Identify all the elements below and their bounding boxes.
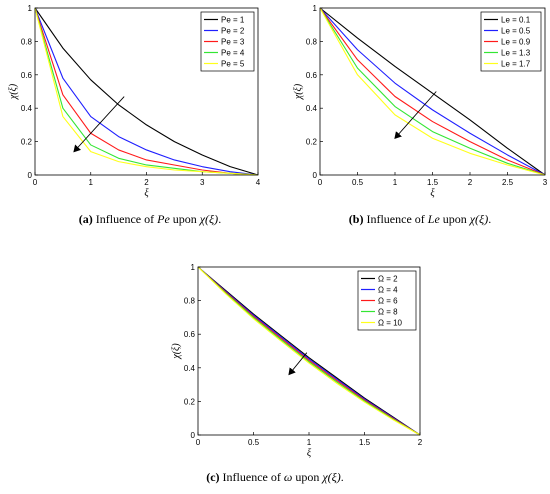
legend: Le = 0.1 Le = 0.5 Le = 0.9 Le = 1.3 Le = 1.7: [480, 11, 542, 72]
series-line-1: [34, 7, 259, 176]
y-tick-label: 0.6: [306, 71, 318, 80]
x-tick-label: 1.5: [359, 438, 371, 447]
x-axis-label: ξ: [430, 188, 435, 199]
series-line-5: [319, 7, 546, 176]
legend: Pe = 1 Pe = 2 Pe = 3 Pe = 4 Pe = 5: [200, 11, 255, 72]
x-tick-label: 2.5: [502, 178, 514, 187]
legend: Ω = 2 Ω = 4 Ω = 6 Ω = 8 Ω = 10: [357, 270, 417, 331]
legend-entry: Pe = 1: [221, 16, 245, 25]
legend-entry: Pe = 2: [221, 27, 245, 36]
y-tick-label: 0: [28, 171, 33, 180]
legend-entry: Ω = 2: [378, 275, 398, 284]
x-tick-label: 2: [418, 438, 423, 447]
x-tick-label: 2: [144, 178, 149, 187]
legend-entry: Le = 0.9: [501, 38, 531, 47]
trend-arrow: [394, 91, 437, 140]
y-tick-label: 0.8: [21, 37, 33, 46]
x-tick-label: 2: [468, 178, 473, 187]
y-tick-label: 0.8: [306, 37, 318, 46]
y-axis-label: χ(ξ): [8, 83, 19, 100]
x-tick-label: 0: [318, 178, 323, 187]
y-tick-label: 1: [191, 263, 196, 272]
legend-entry: Le = 0.1: [501, 16, 531, 25]
y-tick-label: 0.6: [184, 330, 196, 339]
series-line-2: [319, 7, 546, 176]
legend-entry: Le = 0.5: [501, 27, 531, 36]
y-tick-label: 0.4: [184, 364, 196, 373]
x-tick-label: 4: [256, 178, 261, 187]
series-line-2: [197, 266, 421, 436]
y-tick-label: 0: [191, 431, 196, 440]
series-line-3: [34, 7, 259, 176]
series-line-1: [319, 7, 546, 176]
y-tick-label: 0.2: [306, 138, 318, 147]
series-line-4: [319, 7, 546, 176]
x-tick-label: 0.5: [352, 178, 364, 187]
legend-entry: Pe = 4: [221, 49, 245, 58]
legend-entry: Pe = 3: [221, 38, 245, 47]
series-line-5: [197, 266, 421, 436]
legend-entry: Ω = 6: [378, 297, 398, 306]
y-tick-label: 0.2: [184, 397, 196, 406]
series-line-3: [197, 266, 421, 436]
y-tick-label: 0.4: [21, 104, 33, 113]
legend-entry: Ω = 8: [378, 308, 398, 317]
y-tick-label: 0.8: [184, 297, 196, 306]
y-tick-label: 0.6: [21, 71, 33, 80]
series-line-1: [197, 266, 421, 436]
series-line-3: [319, 7, 546, 176]
x-tick-label: 1: [89, 178, 94, 187]
legend-entry: Le = 1.3: [501, 49, 531, 58]
y-tick-label: 1: [28, 4, 33, 13]
y-tick-label: 0: [313, 171, 318, 180]
x-tick-label: 1.5: [427, 178, 439, 187]
x-tick-label: 3: [200, 178, 205, 187]
series-line-5: [34, 7, 259, 176]
x-tick-label: 0: [196, 438, 201, 447]
y-axis-label: χ(ξ): [293, 83, 304, 100]
y-tick-label: 0.2: [21, 138, 33, 147]
x-tick-label: 0.5: [248, 438, 260, 447]
y-axis-label: χ(ξ): [171, 343, 182, 360]
legend-entry: Le = 1.7: [501, 60, 531, 69]
x-tick-label: 3: [543, 178, 548, 187]
series-line-4: [197, 266, 421, 436]
x-tick-label: 0: [33, 178, 38, 187]
caption-a: (a) Influence of Pe upon χ(ξ).: [78, 212, 222, 226]
x-tick-label: 1: [307, 438, 312, 447]
y-tick-label: 1: [313, 4, 318, 13]
trend-arrow: [288, 352, 308, 376]
x-axis-label: ξ: [144, 188, 149, 199]
series-line-2: [34, 7, 259, 176]
x-axis-label: ξ: [307, 448, 312, 459]
legend-entry: Ω = 10: [378, 319, 403, 328]
caption-c: (c) Influence of ω upon χ(ξ).: [206, 470, 344, 484]
legend-entry: Ω = 4: [378, 286, 398, 295]
y-tick-label: 0.4: [306, 104, 318, 113]
caption-b: (b) Influence of Le upon χ(ξ).: [348, 212, 492, 226]
legend-entry: Pe = 5: [221, 60, 245, 69]
x-tick-label: 1: [393, 178, 398, 187]
chart-b: 0 0.5 1 1.5 2 2.5 3 0 0.2 0.4 0.6 0.8 1 ξ χ(ξ) Le = 0.1…: [293, 4, 548, 199]
trend-arrow: [73, 96, 125, 153]
